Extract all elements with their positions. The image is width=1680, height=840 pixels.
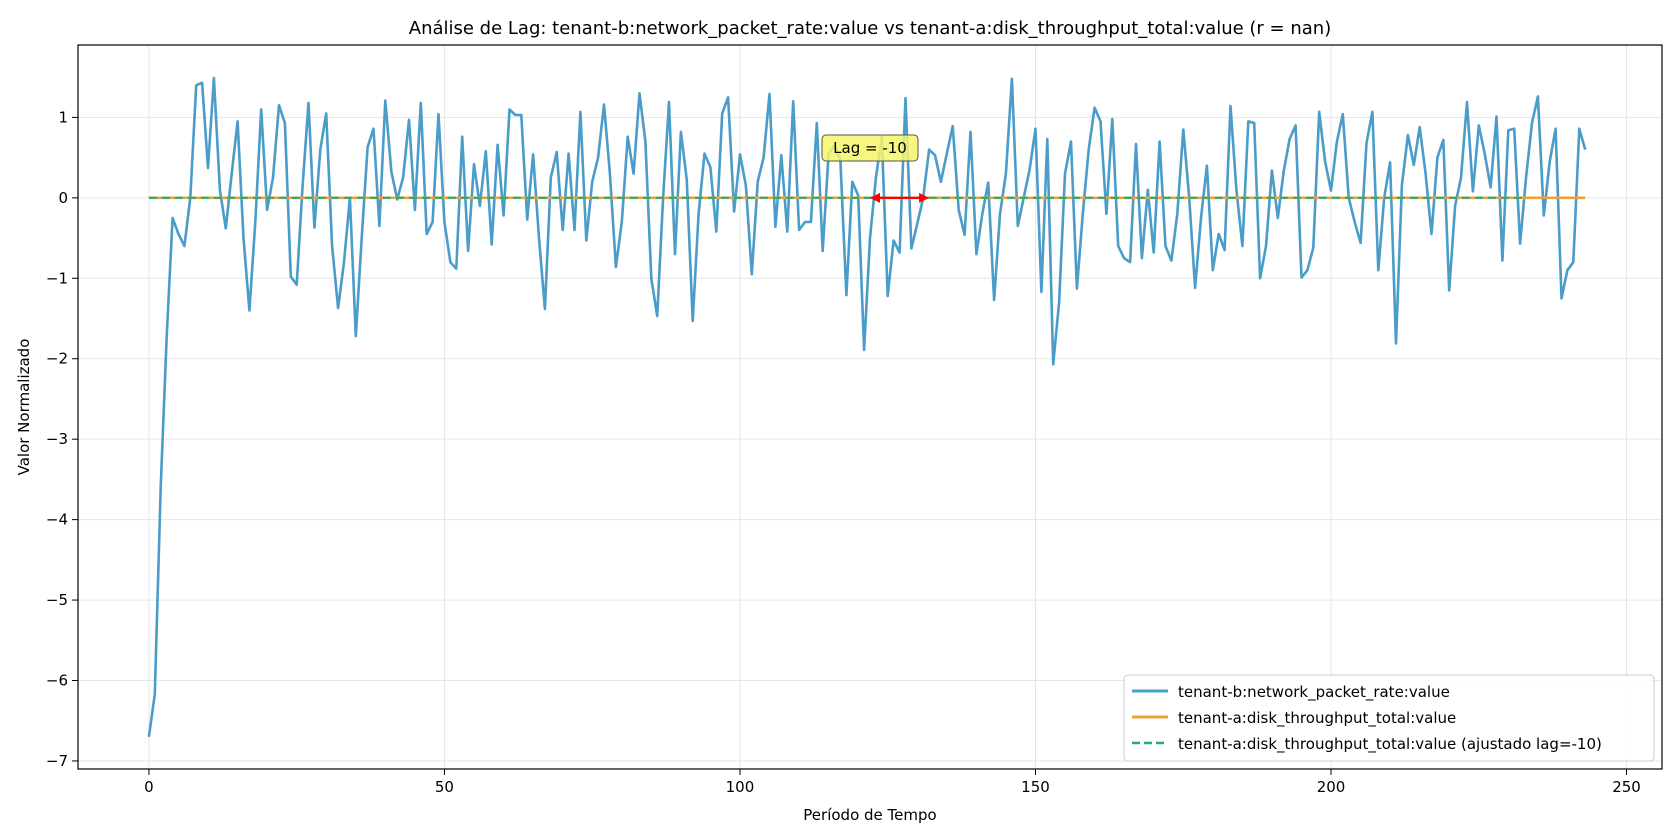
y-tick-label: 1 [58,108,68,126]
series-line-1 [147,76,1587,737]
x-tick-label: 100 [726,778,755,796]
y-tick-label: −7 [46,752,68,770]
x-tick-label: 150 [1021,778,1050,796]
legend-label-series-1: tenant-b:network_packet_rate:value [1178,683,1450,702]
y-tick-label: −6 [46,672,68,690]
y-tick-label: −4 [46,511,68,529]
legend-box [1123,674,1655,762]
legend-label-series-3: tenant-a:disk_throughput_total:value (aj… [1178,735,1602,754]
lag-arrow-head-left [870,192,880,203]
lag-label-text: Lag = -10 [833,139,907,157]
y-tick-label: 0 [58,189,68,207]
y-tick-label: −3 [46,430,68,448]
legend: tenant-b:network_packet_rate:value tenan… [1123,674,1655,762]
x-tick-label: 0 [144,778,154,796]
y-axis-label: Valor Normalizado [15,339,33,476]
x-axis-label: Período de Tempo [803,806,936,824]
y-tick-label: −2 [46,350,68,368]
plot-frame [77,44,1663,770]
lag-annotation: Lag = -10 [821,134,930,203]
y-tick-label: −5 [46,591,68,609]
x-tick-label: 50 [435,778,454,796]
lag-arrow-head-right [919,192,930,203]
lag-label-box [821,134,919,162]
y-axis-ticks: −7 −6 −5 −4 −3 −2 −1 0 1 [46,108,78,770]
x-tick-label: 200 [1317,778,1346,796]
series-layer [147,76,1587,737]
legend-label-series-2: tenant-a:disk_throughput_total:value [1178,709,1456,728]
x-tick-label: 250 [1612,778,1641,796]
x-axis-ticks: 0 50 100 150 200 250 [144,769,1641,796]
y-tick-label: −1 [46,269,68,287]
chart-title: Análise de Lag: tenant-b:network_packet_… [409,18,1331,39]
